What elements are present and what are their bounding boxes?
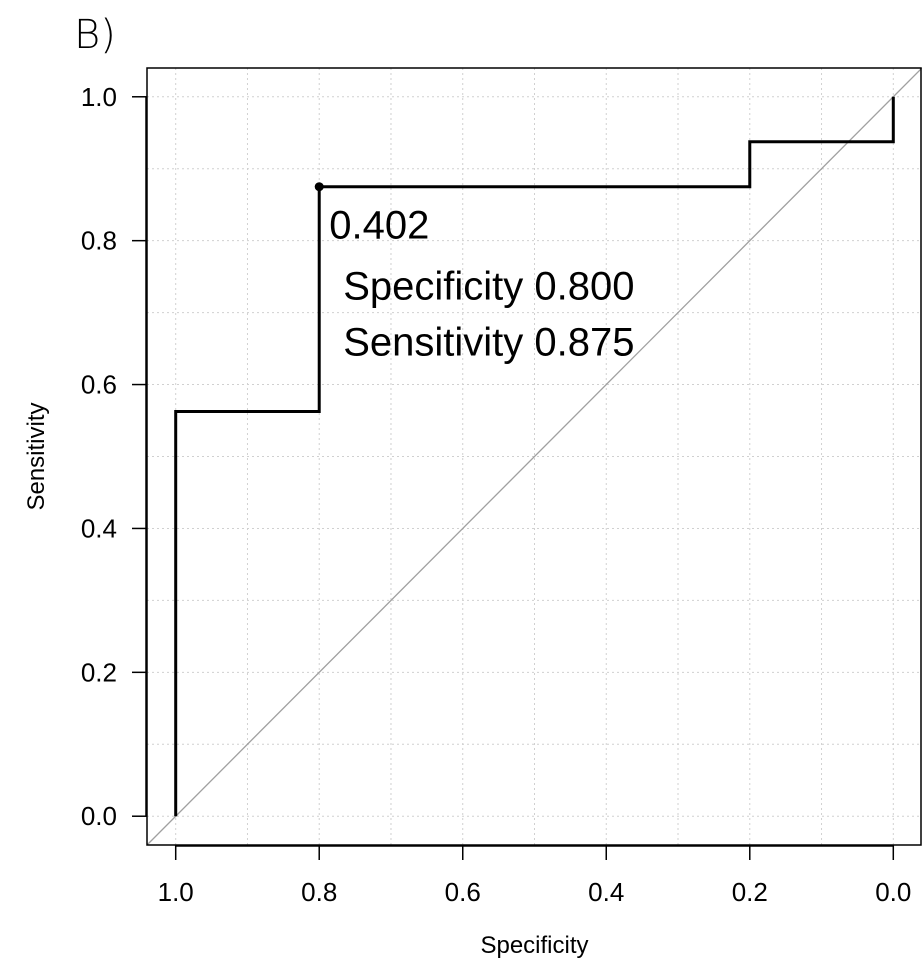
threshold-value-label: 0.402 <box>329 204 429 248</box>
reference-diagonal-line <box>146 67 922 846</box>
y-tick-label: 1.0 <box>81 82 117 112</box>
y-tick-label: 0.8 <box>81 226 117 256</box>
x-axis-title: Specificity <box>480 932 588 959</box>
y-axis: 0.0 0.2 0.4 0.6 0.8 1.0 <box>81 82 147 831</box>
y-tick-label: 0.6 <box>81 370 117 400</box>
y-tick-label: 0.0 <box>81 801 117 831</box>
y-tick-label: 0.4 <box>81 513 117 543</box>
threshold-point <box>314 182 324 192</box>
x-tick-label: 0.4 <box>588 877 624 907</box>
threshold-specificity-label: Specificity 0.800 <box>343 265 634 309</box>
grid <box>147 68 922 845</box>
x-tick-label: 0.2 <box>732 877 768 907</box>
x-axis: 1.0 0.8 0.6 0.4 0.2 0.0 <box>158 845 911 907</box>
plot-frame <box>146 67 922 846</box>
x-tick-label: 0.6 <box>445 877 481 907</box>
y-tick-label: 0.2 <box>81 657 117 687</box>
x-tick-label: 1.0 <box>158 877 194 907</box>
x-tick-label: 0.0 <box>875 877 911 907</box>
x-tick-label: 0.8 <box>301 877 337 907</box>
roc-curve-line <box>174 96 895 817</box>
threshold-sensitivity-label: Sensitivity 0.875 <box>343 321 634 365</box>
panel-label: B) <box>74 12 116 58</box>
y-axis-title: Sensitivity <box>23 402 50 510</box>
